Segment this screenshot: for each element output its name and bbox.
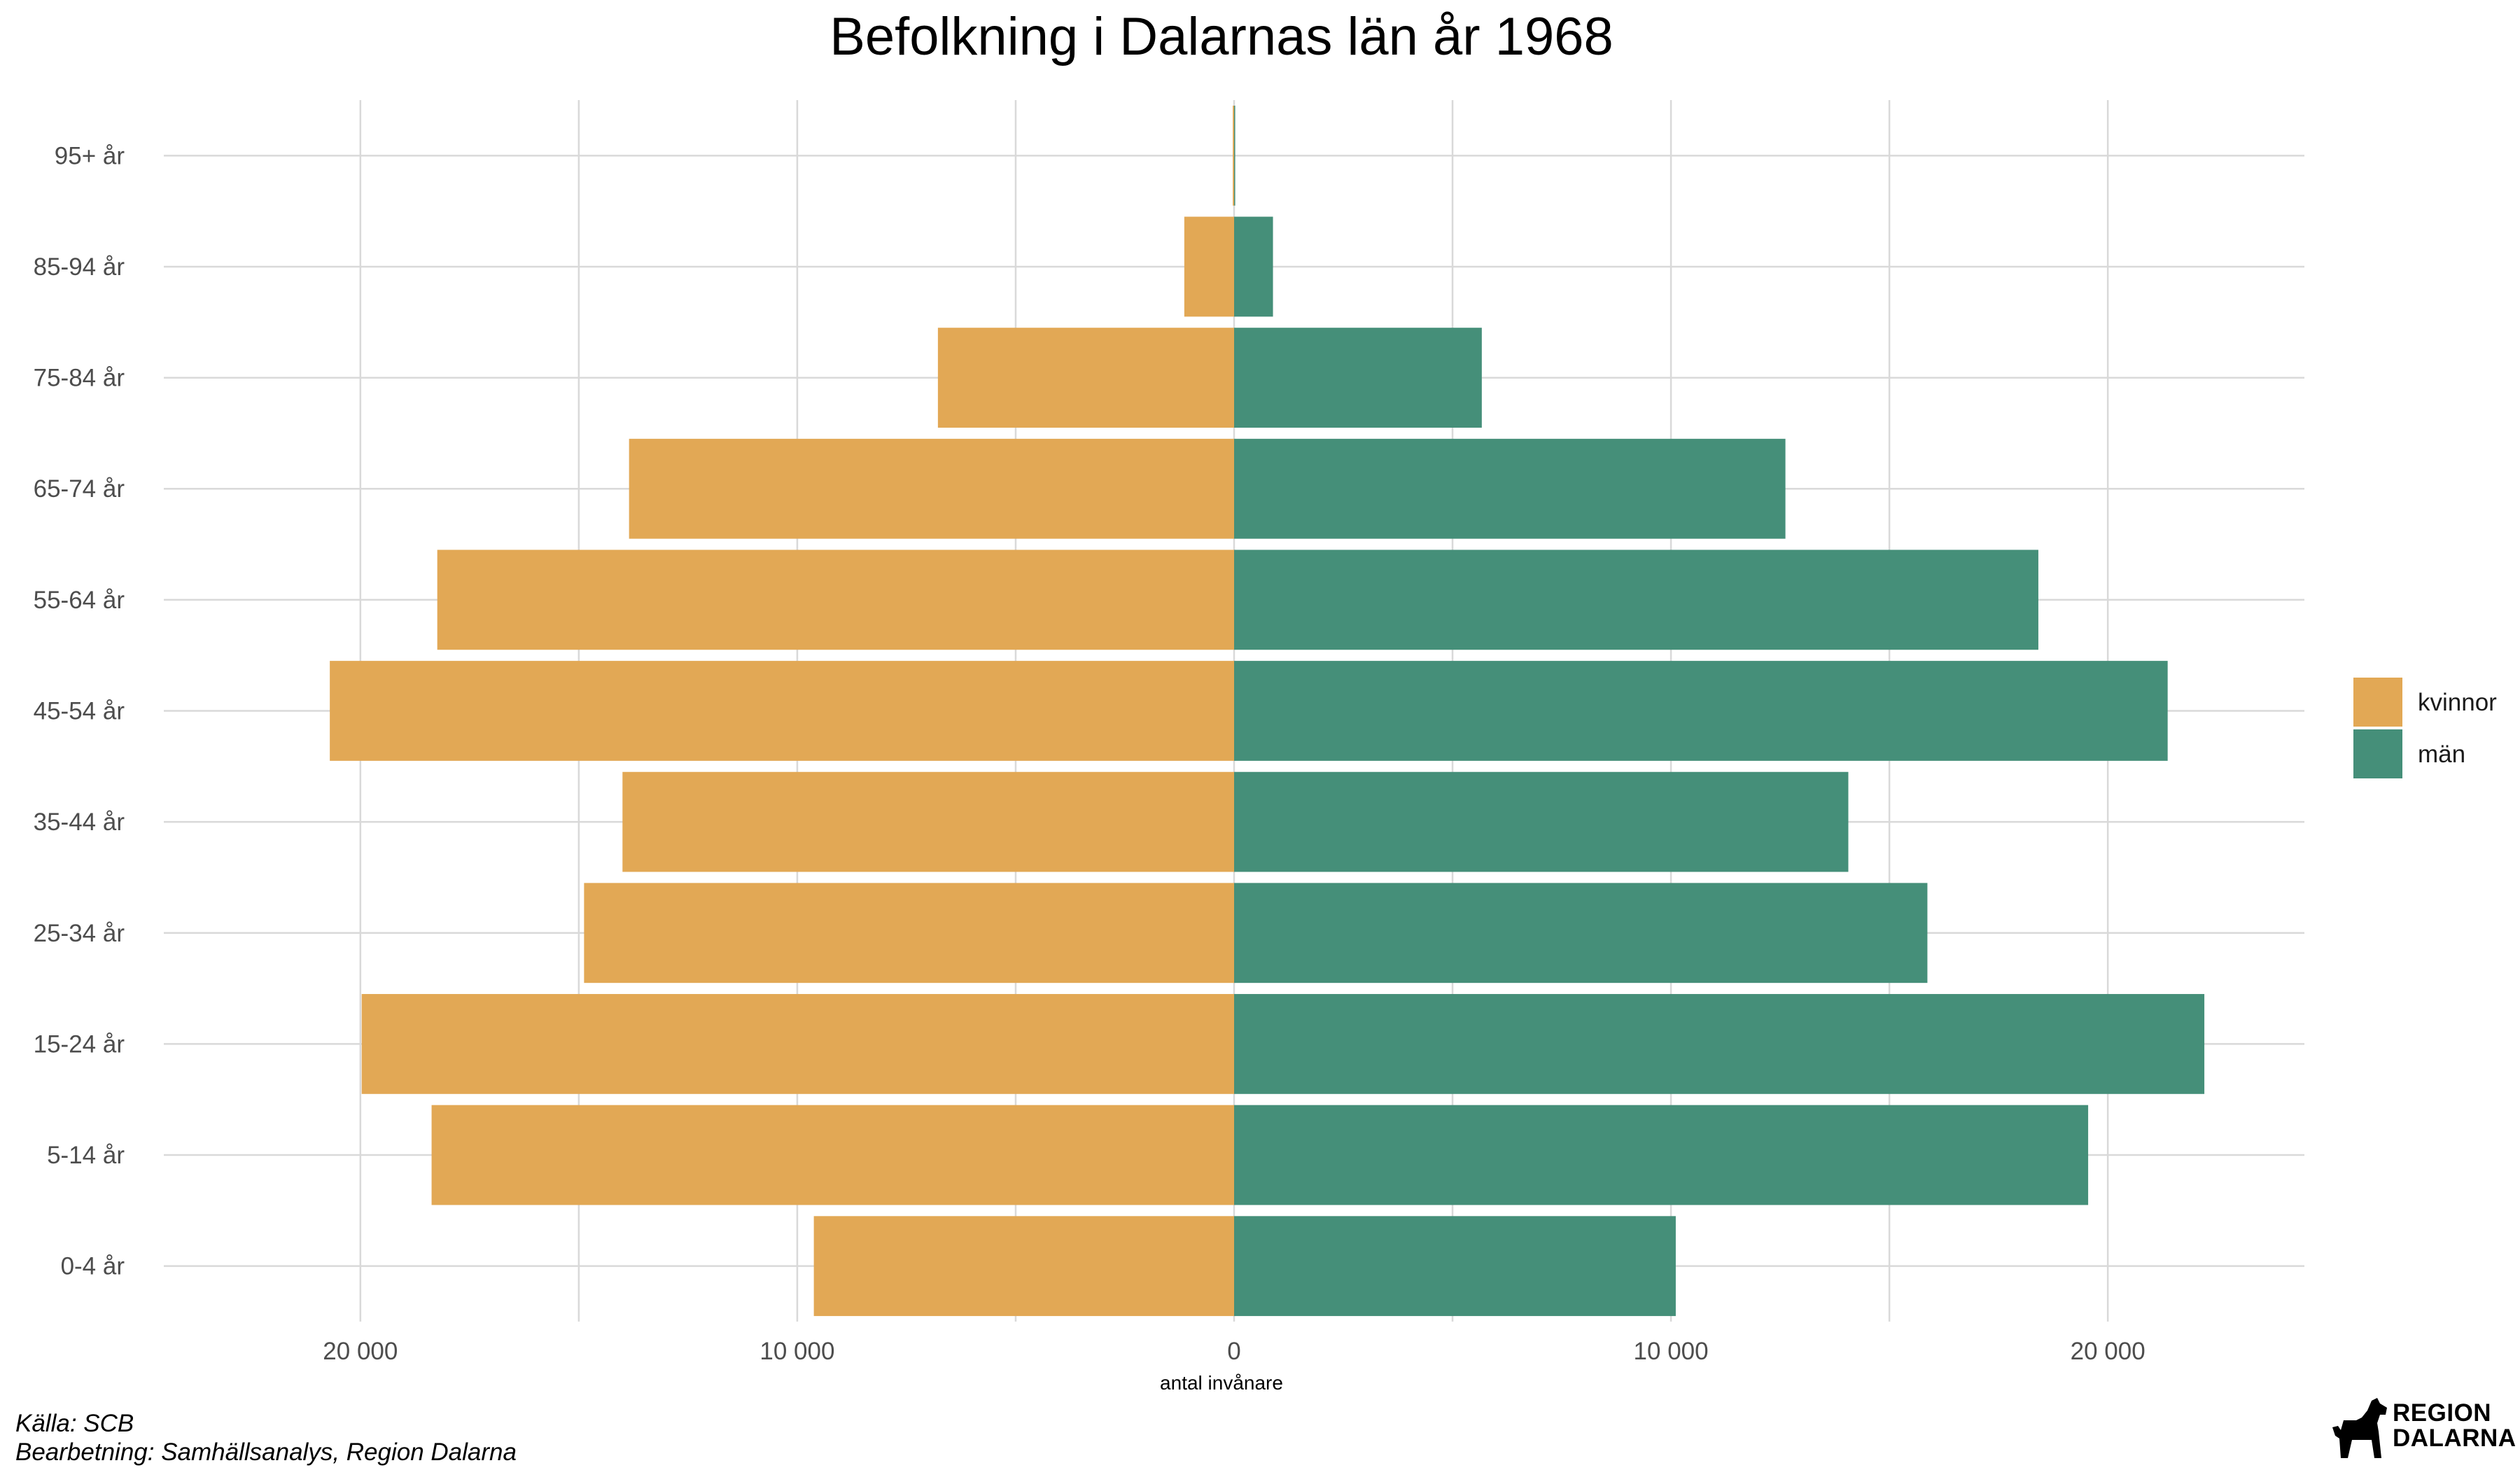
dala-horse-icon	[2332, 1398, 2387, 1458]
bar-kvinnor-5	[330, 661, 1235, 761]
bar-man-5	[1234, 661, 2168, 761]
y-tick-label: 25-34 år	[34, 920, 125, 947]
bar-man-8	[1234, 328, 1482, 428]
x-axis-label: antal invånare	[1160, 1372, 1283, 1394]
bar-kvinnor-3	[584, 883, 1234, 983]
legend-label: kvinnor	[2418, 689, 2497, 716]
x-tick-label: 20 000	[323, 1338, 398, 1365]
processing-note: Bearbetning: Samhällsanalys, Region Dala…	[15, 1438, 517, 1466]
bar-man-10	[1234, 105, 1236, 206]
logo-line2: DALARNA	[2393, 1424, 2516, 1452]
y-tick-label: 0-4 år	[61, 1253, 125, 1280]
chart-title: Befolkning i Dalarnas län år 1968	[830, 7, 1614, 66]
bar-man-2	[1234, 994, 2205, 1094]
legend-label: män	[2418, 741, 2465, 768]
y-tick-label: 55-64 år	[34, 587, 125, 614]
footer: Källa: SCB Bearbetning: Samhällsanalys, …	[15, 1409, 517, 1466]
bar-kvinnor-4	[622, 771, 1234, 872]
bars	[330, 105, 2205, 1317]
bar-kvinnor-9	[1184, 216, 1234, 317]
y-axis-tick-labels: 0-4 år 5-14 år 15-24 år 25-34 år 35-44 år 45-…	[34, 142, 125, 1280]
y-tick-label: 15-24 år	[34, 1030, 125, 1058]
legend-swatch	[2353, 729, 2402, 778]
x-axis-tick-labels: 20 000 10 000 0 10 000 20 000	[323, 1338, 2145, 1365]
bar-kvinnor-0	[813, 1216, 1234, 1317]
y-tick-label: 45-54 år	[34, 698, 125, 725]
x-tick-label: 10 000	[1634, 1338, 1709, 1365]
y-tick-label: 95+ år	[55, 142, 125, 169]
bar-kvinnor-8	[937, 328, 1234, 428]
bar-man-1	[1234, 1105, 2089, 1205]
bar-kvinnor-6	[437, 550, 1235, 650]
legend: kvinnor män	[2353, 678, 2497, 778]
bar-kvinnor-7	[629, 438, 1234, 539]
bar-kvinnor-10	[1233, 105, 1234, 206]
logo-text: REGION DALARNA	[2393, 1401, 2516, 1451]
y-tick-label: 5-14 år	[47, 1142, 125, 1169]
bar-man-9	[1234, 216, 1273, 317]
bar-kvinnor-2	[361, 994, 1234, 1094]
logo-line1: REGION	[2393, 1399, 2492, 1427]
x-tick-label: 10 000	[760, 1338, 834, 1365]
legend-swatch	[2353, 678, 2402, 727]
source-note: Källa: SCB	[15, 1410, 134, 1437]
bar-man-3	[1234, 883, 1928, 983]
y-tick-label: 35-44 år	[34, 808, 125, 836]
y-tick-label: 65-74 år	[34, 475, 125, 503]
y-tick-label: 75-84 år	[34, 365, 125, 392]
x-tick-label: 20 000	[2071, 1338, 2146, 1365]
x-tick-label: 0	[1227, 1338, 1240, 1365]
bar-man-7	[1234, 438, 1786, 539]
bar-man-4	[1234, 771, 1849, 872]
y-tick-label: 85-94 år	[34, 253, 125, 281]
bar-man-0	[1234, 1216, 1676, 1317]
bar-man-6	[1234, 550, 2038, 650]
region-dalarna-logo: REGION DALARNA	[2331, 1396, 2516, 1461]
bar-kvinnor-1	[431, 1105, 1234, 1205]
